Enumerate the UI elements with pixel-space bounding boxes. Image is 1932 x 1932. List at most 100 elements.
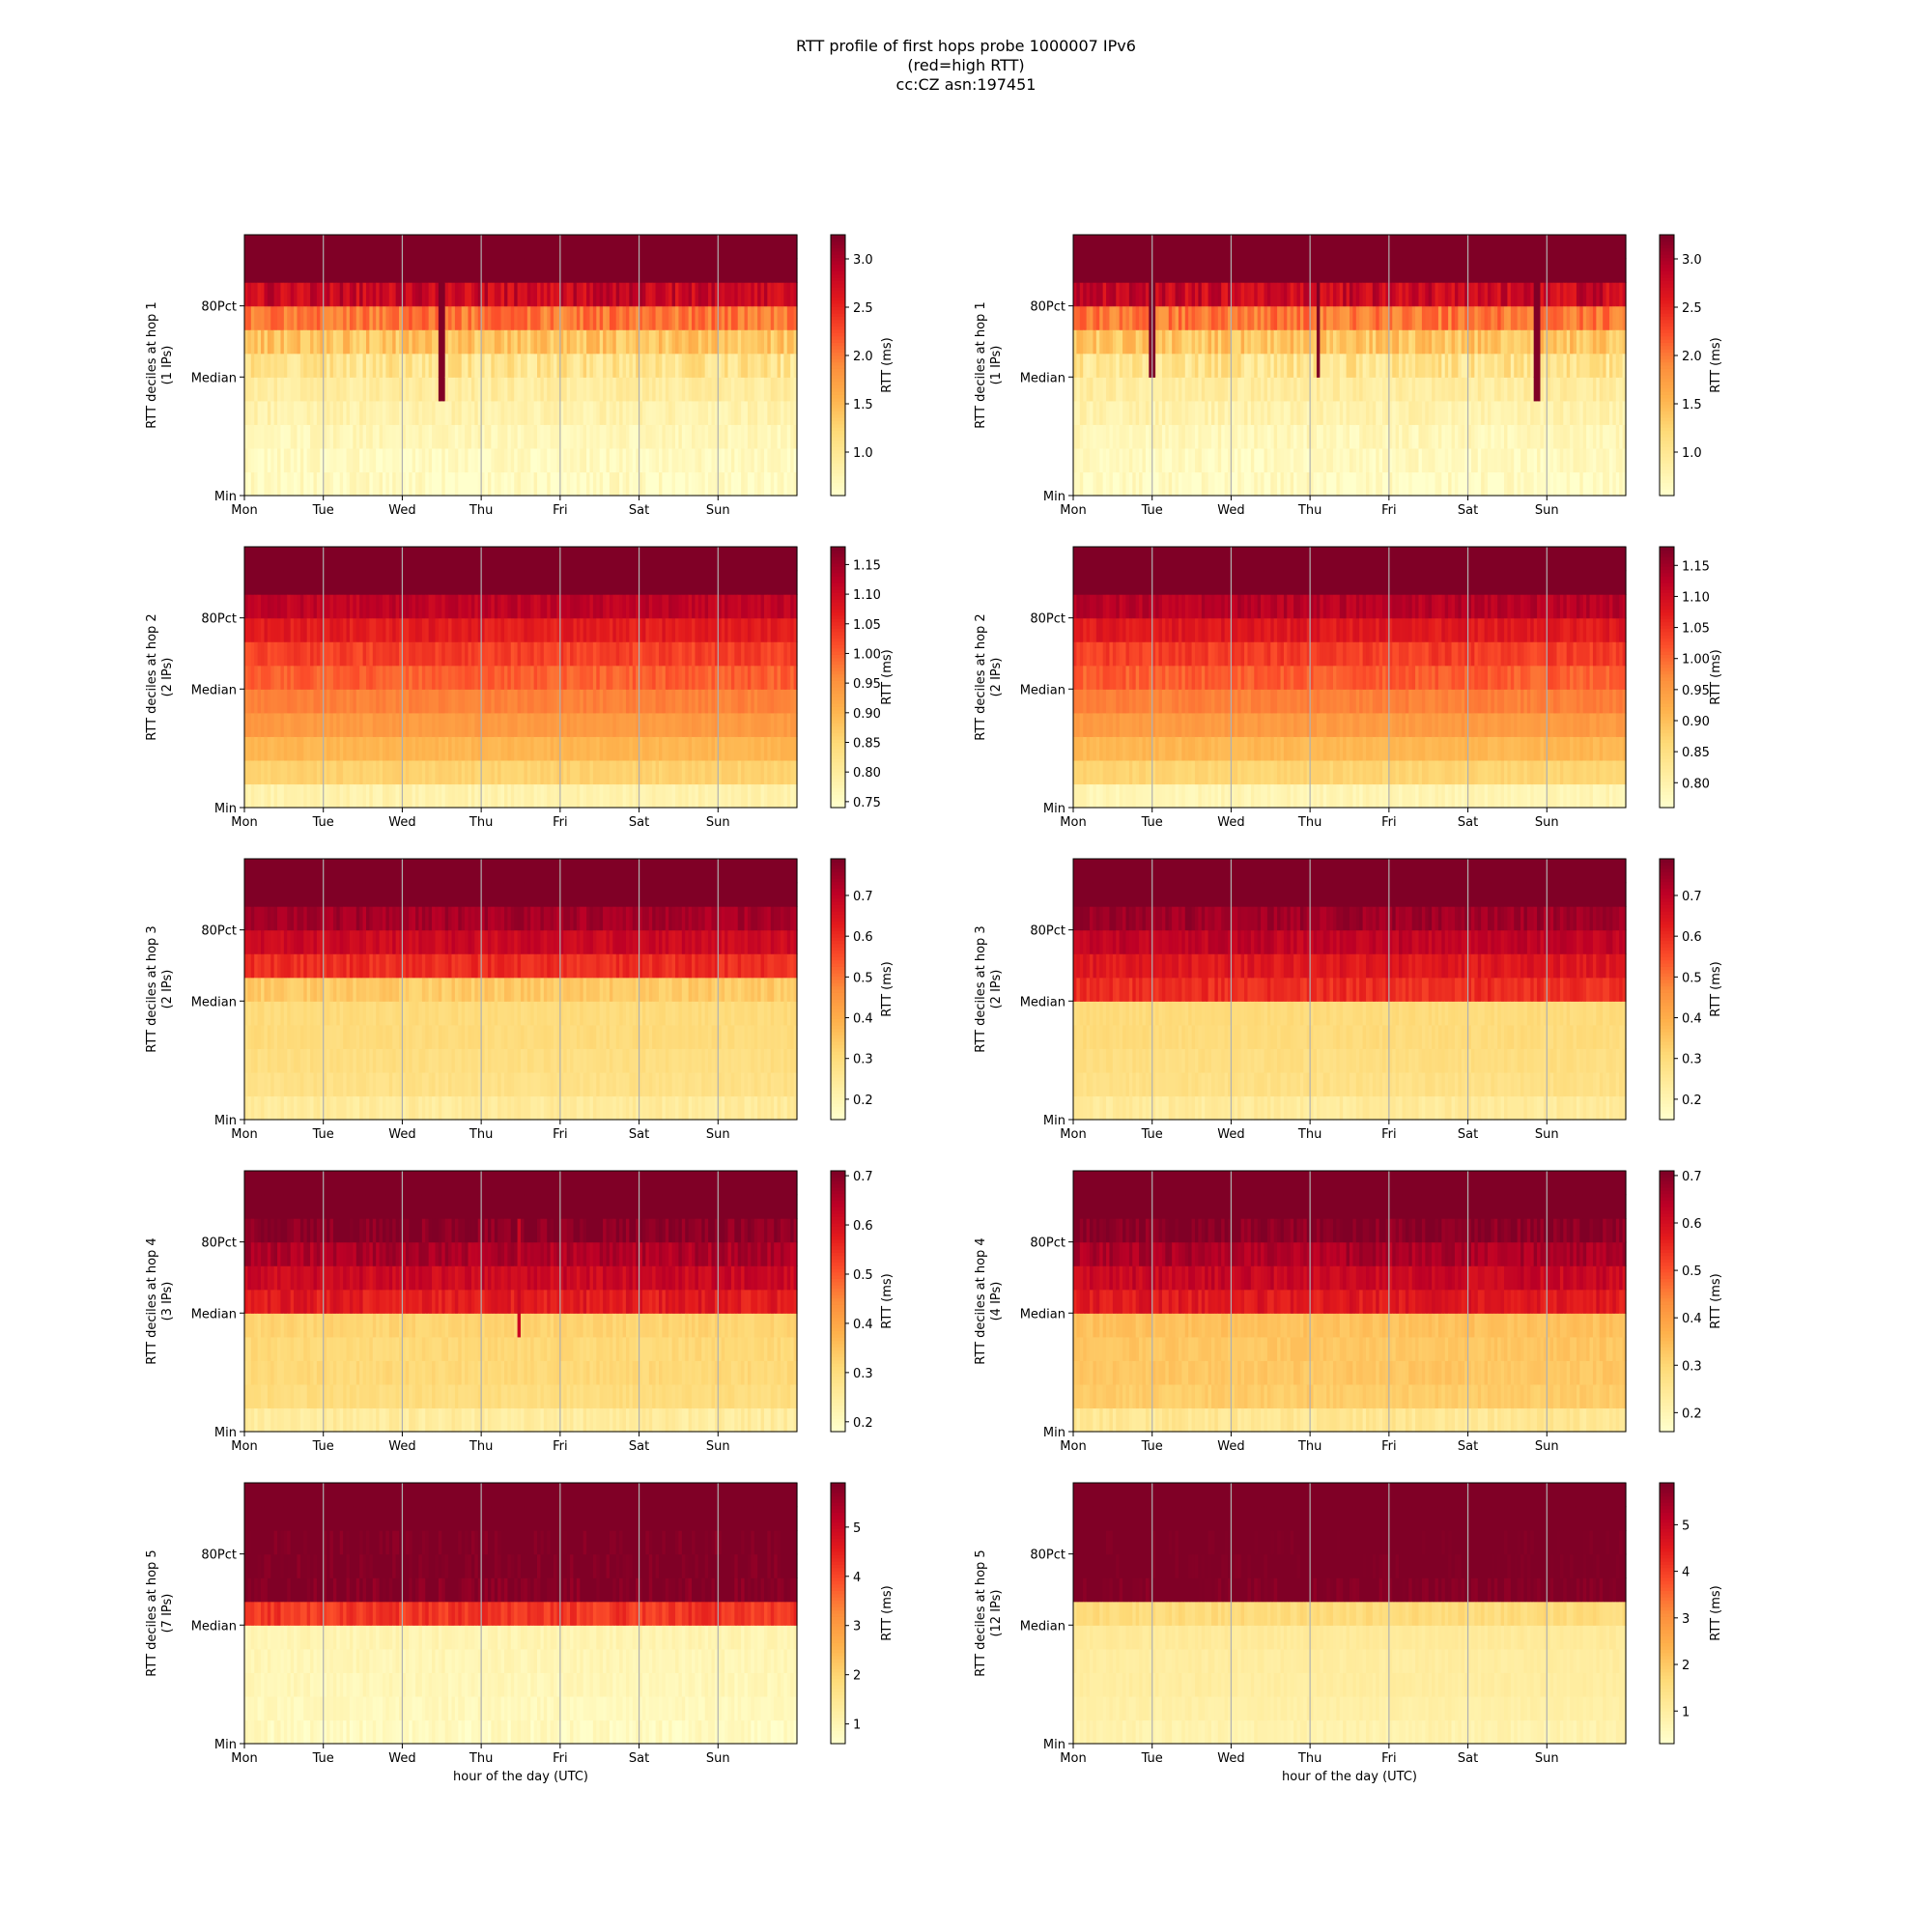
heatmap-cell xyxy=(675,329,679,354)
heatmap-cell xyxy=(695,329,698,354)
heatmap-cell xyxy=(1574,282,1577,306)
heatmap-cell xyxy=(1205,424,1208,448)
heatmap-cell xyxy=(247,666,251,690)
heatmap-cell xyxy=(277,424,281,448)
heatmap-cell xyxy=(247,760,251,784)
heatmap-cell xyxy=(363,760,367,784)
heatmap-cell xyxy=(1574,259,1577,283)
heatmap-cell xyxy=(530,235,534,259)
heatmap-cell xyxy=(425,666,429,690)
heatmap-cell xyxy=(284,471,288,496)
heatmap-cell xyxy=(356,377,360,401)
heatmap-cell xyxy=(514,783,518,808)
heatmap-cell xyxy=(1523,471,1527,496)
heatmap-cell xyxy=(501,618,505,642)
heatmap-cell xyxy=(1090,306,1094,330)
heatmap-cell xyxy=(1274,235,1278,259)
heatmap-cell xyxy=(619,448,623,472)
heatmap-cell xyxy=(708,424,712,448)
heatmap-cell xyxy=(619,401,623,425)
heatmap-cell xyxy=(274,377,278,401)
heatmap-cell xyxy=(1303,306,1307,330)
heatmap-cell xyxy=(274,641,278,666)
heatmap-cell xyxy=(530,783,534,808)
heatmap-cell xyxy=(1247,377,1251,401)
heatmap-cell xyxy=(392,571,396,595)
heatmap-cell xyxy=(280,618,284,642)
heatmap-cell xyxy=(593,354,597,378)
heatmap-cell xyxy=(537,401,541,425)
heatmap-cell xyxy=(343,736,347,760)
heatmap-cell xyxy=(412,235,416,259)
heatmap-cell xyxy=(600,235,604,259)
heatmap-cell xyxy=(507,448,511,472)
heatmap-cell xyxy=(418,424,422,448)
heatmap-cell xyxy=(1241,235,1245,259)
heatmap-cell xyxy=(751,448,754,472)
heatmap-cell xyxy=(682,448,686,472)
heatmap-cell xyxy=(418,259,422,283)
heatmap-cell xyxy=(1241,401,1245,425)
heatmap-cell xyxy=(347,377,351,401)
heatmap-cell xyxy=(270,448,274,472)
heatmap-cell xyxy=(1274,471,1278,496)
heatmap-cell xyxy=(1497,471,1501,496)
heatmap-cell xyxy=(1399,235,1403,259)
heatmap-cell xyxy=(432,259,436,283)
heatmap-cell xyxy=(751,329,754,354)
heatmap-cell xyxy=(485,259,489,283)
heatmap-cell xyxy=(488,259,492,283)
heatmap-cell xyxy=(1261,377,1264,401)
heatmap-cell xyxy=(1284,448,1288,472)
heatmap-cell xyxy=(474,306,478,330)
heatmap-cell xyxy=(551,259,554,283)
heatmap-cell xyxy=(330,618,334,642)
heatmap-cell xyxy=(1550,401,1554,425)
heatmap-cell xyxy=(751,235,754,259)
heatmap-cell xyxy=(247,282,251,306)
heatmap-cell xyxy=(425,235,429,259)
heatmap-cell xyxy=(392,401,396,425)
heatmap-cell xyxy=(376,641,380,666)
heatmap-cell xyxy=(485,760,489,784)
heatmap-cell xyxy=(771,235,775,259)
heatmap-cell xyxy=(675,471,679,496)
heatmap-cell xyxy=(287,235,291,259)
heatmap-cell xyxy=(1297,471,1301,496)
heatmap-cell xyxy=(369,547,373,571)
heatmap-cell xyxy=(662,448,666,472)
heatmap-cell xyxy=(514,666,518,690)
heatmap-cell xyxy=(1297,424,1301,448)
heatmap-cell xyxy=(662,471,666,496)
heatmap-cell xyxy=(280,571,284,595)
heatmap-cell xyxy=(645,306,649,330)
heatmap-cell xyxy=(495,377,498,401)
heatmap-cell xyxy=(330,736,334,760)
heatmap-cell xyxy=(1303,377,1307,401)
heatmap-cell xyxy=(530,641,534,666)
heatmap-cell xyxy=(406,547,410,571)
x-tick-label: Thu xyxy=(469,503,493,518)
heatmap-cell xyxy=(474,783,478,808)
heatmap-cell xyxy=(432,448,436,472)
y-tick-label: Median xyxy=(1020,371,1065,385)
heatmap-cell xyxy=(1198,329,1202,354)
heatmap-cell xyxy=(1254,282,1258,306)
heatmap-cell xyxy=(1336,259,1340,283)
heatmap-cell xyxy=(501,354,505,378)
heatmap-cell xyxy=(491,666,495,690)
heatmap-cell xyxy=(745,259,749,283)
heatmap-cell xyxy=(347,401,351,425)
heatmap-cell xyxy=(1303,354,1307,378)
heatmap-cell xyxy=(1297,235,1301,259)
heatmap-cell xyxy=(1392,401,1396,425)
heatmap-cell xyxy=(491,689,495,713)
heatmap-cell xyxy=(783,401,787,425)
heatmap-cell xyxy=(600,354,604,378)
heatmap-cell xyxy=(284,259,288,283)
heatmap-cell xyxy=(488,235,492,259)
heatmap-cell xyxy=(1267,471,1271,496)
heatmap-cell xyxy=(1076,424,1080,448)
heatmap-cell xyxy=(445,666,449,690)
